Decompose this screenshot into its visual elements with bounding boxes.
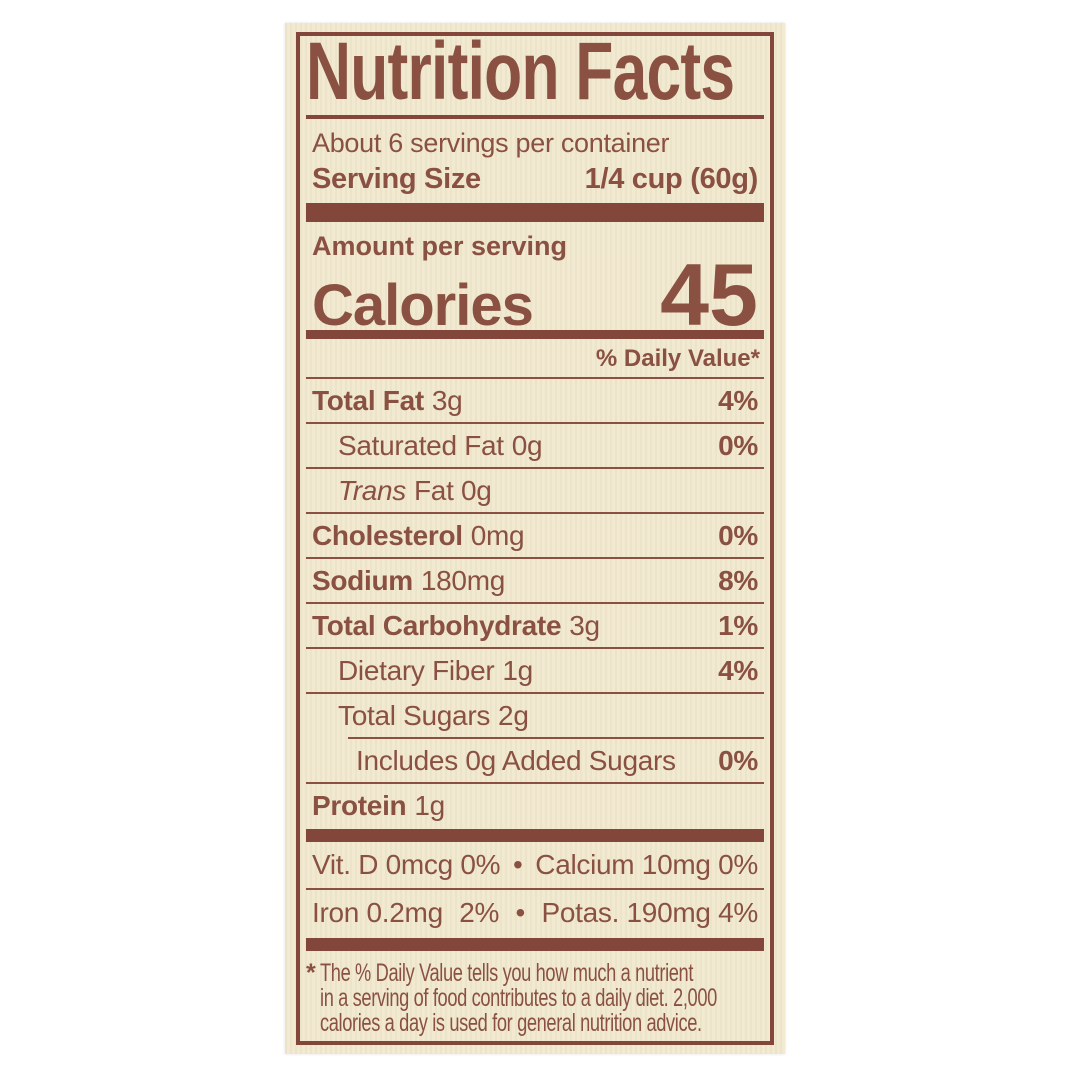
vitamin-d-value: Vit. D 0mcg 0% <box>312 849 501 880</box>
calories-row: Calories 45 <box>306 245 764 344</box>
nutrient-name-group: Cholesterol 0mg <box>312 519 525 551</box>
footnote-line: The % Daily Value tells you how much a n… <box>320 959 694 987</box>
potassium-value: Potas. 190mg 4% <box>541 897 758 928</box>
nutrient-row-total-carbohydrate: Total Carbohydrate 3g 1% <box>306 604 764 647</box>
footnote-divider-bar <box>306 938 764 951</box>
micronutrient-row-vitd-calcium: Vit. D 0mcg 0% • Calcium 10mg 0% <box>306 842 764 888</box>
section-bar-medium <box>306 829 764 842</box>
daily-value-footnote: * The % Daily Value tells you how much a… <box>306 959 764 1036</box>
nutrient-name-group: Protein 1g <box>312 789 445 821</box>
daily-value-header: % Daily Value* <box>595 345 760 372</box>
calories-label: Calories <box>312 273 534 338</box>
title-divider-rule <box>306 115 764 119</box>
row-divider <box>306 557 764 559</box>
calories-divider-bar <box>306 330 764 339</box>
nutrient-name-group: Includes 0g Added Sugars <box>356 744 676 776</box>
daily-value-percent: 0% <box>718 519 758 551</box>
nutrient-row-saturated-fat: Saturated Fat 0g 0% <box>306 424 764 467</box>
row-divider <box>306 467 764 469</box>
iron-value: Iron 0.2mg <box>312 897 443 928</box>
footnote-asterisk: * <box>306 959 316 987</box>
calcium-value: Calcium 10mg 0% <box>535 849 758 880</box>
amount-per-serving-label: Amount per serving <box>312 231 568 261</box>
row-divider <box>306 422 764 424</box>
nutrition-facts-label: Nutrition Facts About 6 servings per con… <box>285 23 785 1054</box>
footnote-text: The % Daily Value tells you how much a n… <box>320 961 764 1036</box>
nutrient-name-group: Dietary Fiber 1g <box>338 654 533 686</box>
row-divider <box>306 692 764 694</box>
calories-value: 45 <box>660 245 758 344</box>
nutrient-row-total-fat: Total Fat 3g 4% <box>306 379 764 422</box>
nutrient-name-group: Sodium 180mg <box>312 564 505 596</box>
label-border-frame: Nutrition Facts About 6 servings per con… <box>296 32 774 1045</box>
nutrient-row-sodium: Sodium 180mg 8% <box>306 559 764 602</box>
nutrient-name-group: Trans Fat 0g <box>338 474 492 506</box>
footnote-line: in a serving of food contributes to a da… <box>320 984 717 1012</box>
bullet-separator: • <box>513 849 523 880</box>
nutrient-name-group: Total Carbohydrate 3g <box>312 609 600 641</box>
servings-per-container: About 6 servings per container <box>312 128 670 158</box>
label-title: Nutrition Facts <box>306 32 735 117</box>
section-bar-thick <box>306 203 764 222</box>
nutrient-row-total-sugars: Total Sugars 2g <box>306 694 764 737</box>
daily-value-percent: 4% <box>718 654 758 686</box>
row-divider <box>306 782 764 784</box>
nutrient-row-trans-fat: Trans Fat 0g <box>306 469 764 512</box>
row-divider <box>306 647 764 649</box>
nutrient-row-dietary-fiber: Dietary Fiber 1g 4% <box>306 649 764 692</box>
daily-value-percent: 4% <box>718 384 758 416</box>
nutrient-row-added-sugars: Includes 0g Added Sugars 0% <box>306 739 764 782</box>
row-divider <box>306 512 764 514</box>
row-divider <box>306 377 764 379</box>
daily-value-percent: 0% <box>718 744 758 776</box>
bullet-separator: • <box>515 897 526 928</box>
nutrient-name-group: Total Sugars 2g <box>338 699 529 731</box>
row-divider-inset <box>348 737 764 739</box>
row-divider <box>306 602 764 604</box>
serving-size-label: Serving Size <box>312 163 481 195</box>
row-divider <box>306 888 764 890</box>
daily-value-percent: 0% <box>718 429 758 461</box>
nutrient-name-group: Total Fat 3g <box>312 384 463 416</box>
nutrient-row-cholesterol: Cholesterol 0mg 0% <box>306 514 764 557</box>
nutrient-name-group: Saturated Fat 0g <box>338 429 543 461</box>
serving-size-row: Serving Size 1/4 cup (60g) <box>306 163 764 195</box>
daily-value-percent: 8% <box>718 564 758 596</box>
micronutrient-row-iron-potassium: Iron 0.2mg 2% • Potas. 190mg 4% <box>306 890 764 936</box>
nutrient-row-protein: Protein 1g <box>306 784 764 827</box>
daily-value-percent: 1% <box>718 609 758 641</box>
serving-size-value: 1/4 cup (60g) <box>584 163 759 195</box>
footnote-line: calories a day is used for general nutri… <box>320 1009 702 1037</box>
iron-percent: 2% <box>459 897 500 928</box>
